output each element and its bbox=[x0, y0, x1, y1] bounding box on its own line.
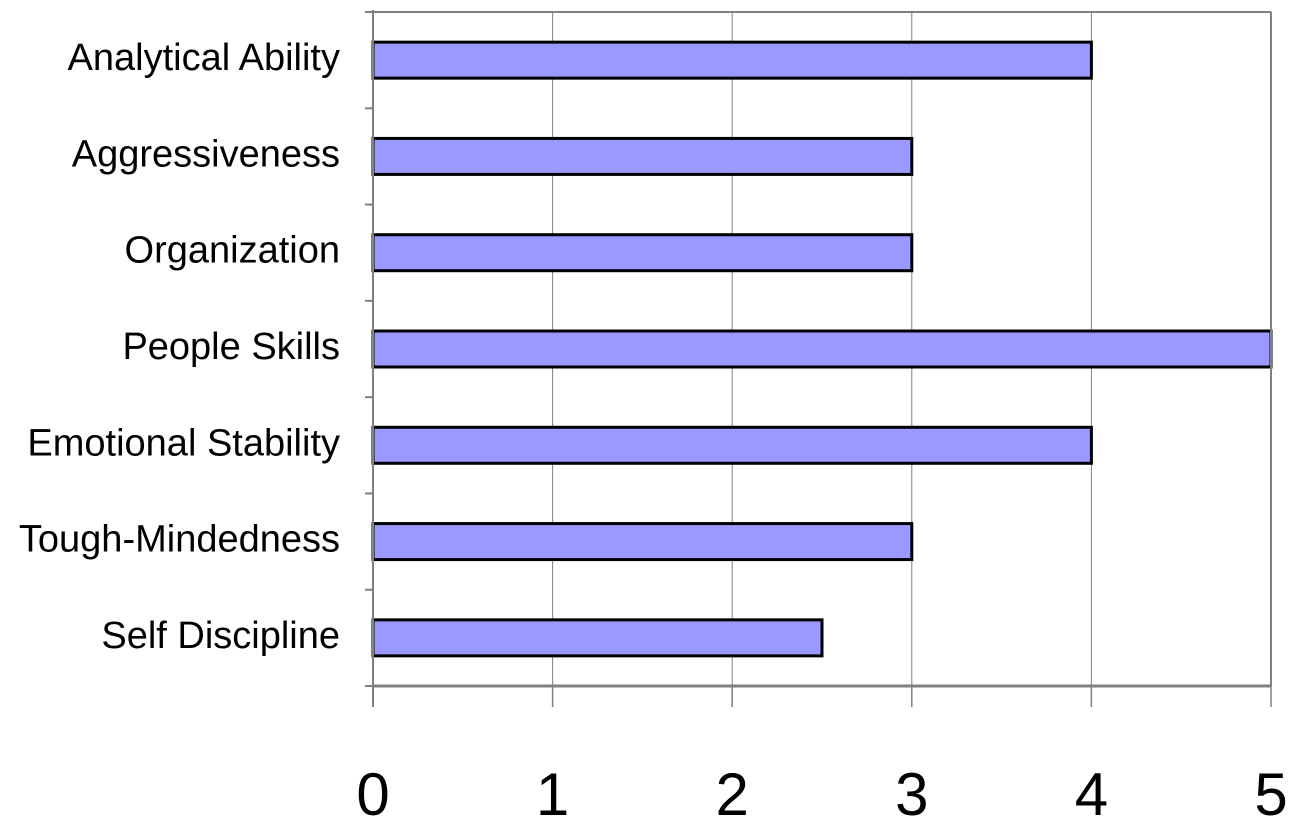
bar bbox=[371, 136, 914, 176]
category-label: Organization bbox=[125, 230, 340, 272]
bar bbox=[371, 329, 1273, 369]
axes bbox=[365, 10, 1272, 707]
bars bbox=[371, 40, 1273, 658]
x-tick-label: 0 bbox=[356, 761, 389, 821]
bar bbox=[371, 233, 914, 273]
bar bbox=[371, 40, 1093, 80]
category-label: Self Discipline bbox=[101, 615, 340, 657]
bar bbox=[371, 522, 914, 562]
x-tick-label: 2 bbox=[716, 761, 749, 821]
category-label: Tough-Mindedness bbox=[19, 519, 340, 561]
bar bbox=[371, 618, 824, 658]
category-labels: Analytical Ability Aggressiveness Organiza… bbox=[19, 37, 340, 657]
category-label: Aggressiveness bbox=[72, 133, 340, 175]
x-tick-label: 1 bbox=[536, 761, 569, 821]
x-tick-label: 4 bbox=[1075, 761, 1108, 821]
category-label: People Skills bbox=[122, 326, 340, 368]
category-label: Analytical Ability bbox=[68, 37, 340, 79]
x-tick-label: 3 bbox=[895, 761, 928, 821]
bar bbox=[371, 425, 1093, 465]
x-tick-labels: 0 1 2 3 4 5 bbox=[356, 761, 1287, 821]
category-label: Emotional Stability bbox=[27, 422, 340, 464]
x-tick-label: 5 bbox=[1254, 761, 1287, 821]
